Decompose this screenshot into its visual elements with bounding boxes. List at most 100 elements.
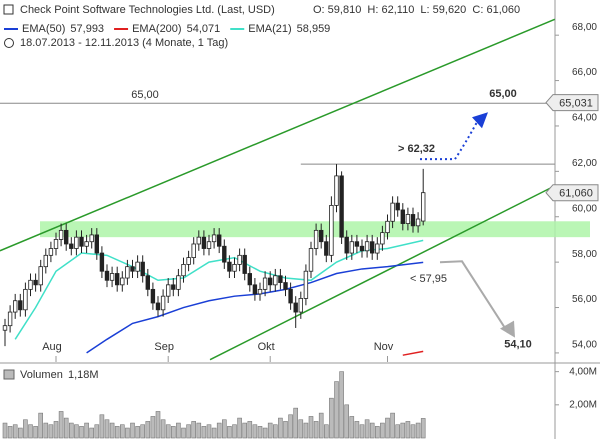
volume-bar [145,421,151,439]
volume-bar [99,414,105,439]
volume-bar [165,424,171,439]
volume-bar [12,424,18,439]
volume-bar [242,422,247,439]
candle-body [313,229,319,249]
volume-bar [374,426,380,439]
candle-body [201,236,207,249]
volume-last: 1,18M [68,369,99,381]
volume-bar [298,419,304,439]
y-tick-label: 54,00 [572,340,597,351]
legend-name: EMA(21) [248,23,291,35]
volume-bar [140,424,145,439]
candle-body [191,243,196,258]
candle-body [267,277,273,286]
price-tag-label: 61,060 [559,188,593,200]
candle-body [186,257,191,265]
price-tag [545,184,599,202]
candle-body [104,270,110,281]
volume-bar [104,419,110,439]
volume-bar [308,416,314,439]
candle-body [385,220,390,234]
volume-bar [23,419,28,439]
volume-bar [252,424,258,439]
candle-body [48,248,54,256]
volume-bar [33,426,38,439]
price-tag [545,94,599,112]
candle-body [232,264,237,272]
target-arrow [420,119,479,161]
candle-body [130,266,135,272]
trend-line [209,185,556,361]
y-tick-label: 64,00 [572,113,597,124]
volume-bar [293,407,299,439]
volume-bar [155,411,161,439]
candle-body [222,245,227,263]
candle-body [120,277,125,286]
y-tick-label: 56,00 [572,294,597,305]
volume-bar [2,422,8,439]
volume-title: Volumen [20,369,63,381]
candle-body [349,241,354,254]
legend-icon [3,4,14,15]
candle-body [262,277,268,290]
y-tick-label: 68,00 [572,22,597,33]
candle-body [324,241,329,256]
support-label: < 57,95 [410,273,447,285]
volume-bar [288,414,293,439]
volume-bar [222,419,227,439]
candle-body [364,241,370,252]
candle-body [227,261,232,272]
legend-value: 54,071 [187,23,221,35]
x-tick-label: Aug [42,341,62,353]
candle-body [390,202,395,222]
candle-body [375,243,380,254]
ema-line [14,239,424,340]
volume-bar [420,418,426,439]
arrow-head [472,112,488,129]
quote: O: 59,810 H: 62,110 L: 59,620 C: 61,060 [313,4,520,16]
volume-bar [216,422,222,439]
candle-body [160,295,166,311]
volume-bar [171,426,176,439]
candle-body [33,279,38,286]
resistance-label: > 62,32 [398,143,435,155]
candle-body [69,243,74,249]
candle-body [211,234,217,243]
down-arrow [439,260,509,334]
candle-body [395,202,400,211]
volume-bar [109,422,115,439]
candle-body [242,254,247,274]
volume-bar [247,421,253,439]
candle-body [171,284,176,290]
period: 18.07.2013 - 12.11.2013 (4 Monate, 1 Tag… [20,37,228,49]
candle-body [329,204,334,256]
volume-bar [237,417,242,439]
clock-icon [4,38,14,48]
volume-bar [125,427,130,439]
candle-body [165,284,171,297]
candle-body [89,234,94,243]
candle-body [125,266,130,279]
volume-bar [390,412,395,439]
candle-body [405,214,411,224]
volume-bar [267,422,273,439]
candle-body [38,266,43,286]
price-tag-label: 65,031 [559,97,593,109]
support-zone [40,221,590,238]
candle-body [252,284,258,295]
horizontal-line-label: 65,00 [131,89,159,101]
volume-bar [334,381,339,439]
volume-bar [380,422,385,439]
volume-bar [313,421,319,439]
candle-body [84,241,89,247]
volume-bar [48,424,54,439]
candle-body [283,282,288,290]
x-tick-label: Sep [154,341,174,353]
volume-bar [349,416,355,439]
candle-body [334,175,339,206]
volume-bar [329,397,334,439]
volume-bar [28,424,33,439]
volume-bar [191,421,196,439]
volume-bar [89,427,94,439]
